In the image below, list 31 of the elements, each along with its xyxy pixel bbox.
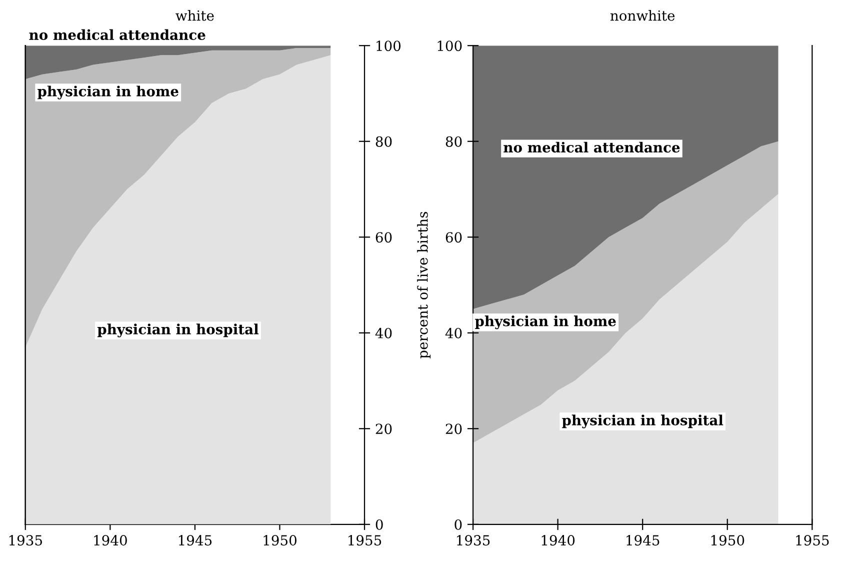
x-tick-label: 1940 (542, 535, 575, 546)
y-tick-label: 80 (446, 136, 462, 147)
chart-title: white (176, 10, 214, 21)
y-axis-title: percent of live births (417, 212, 431, 358)
x-tick-label: 1955 (348, 535, 382, 546)
y2-tick-label: 60 (376, 232, 392, 243)
x-tick-label: 1955 (796, 535, 829, 546)
x-tick-label: 1940 (94, 535, 127, 546)
y-tick-label: 20 (446, 424, 462, 434)
y2-tick-label: 0 (376, 519, 383, 530)
x-tick-label: 1935 (9, 535, 42, 546)
y-tick-label: 40 (445, 328, 462, 338)
y-tick-label: 60 (446, 232, 462, 243)
y2-tick-label: 40 (375, 328, 392, 338)
x-tick-label: 1945 (626, 535, 660, 546)
series-label: no medical attendance (29, 29, 206, 40)
y-tick-label: 0 (454, 519, 462, 530)
y2-tick-label: 20 (376, 424, 392, 434)
x-tick-label: 1945 (178, 535, 212, 546)
series-label: physician in home (475, 316, 616, 330)
x-tick-label: 1950 (711, 535, 744, 546)
series-label: physician in home (38, 86, 178, 100)
y2-tick-label: 80 (376, 136, 392, 147)
x-tick-label: 1950 (264, 535, 296, 546)
series-label: no medical attendance (504, 142, 680, 153)
series-label: physician in hospital (562, 414, 724, 428)
series-label: physician in hospital (97, 324, 258, 338)
chart-title: nonwhite (610, 10, 675, 21)
y2-tick-label: 100 (376, 40, 401, 52)
x-tick-label: 1935 (457, 535, 490, 546)
y-tick-label: 100 (438, 40, 462, 52)
